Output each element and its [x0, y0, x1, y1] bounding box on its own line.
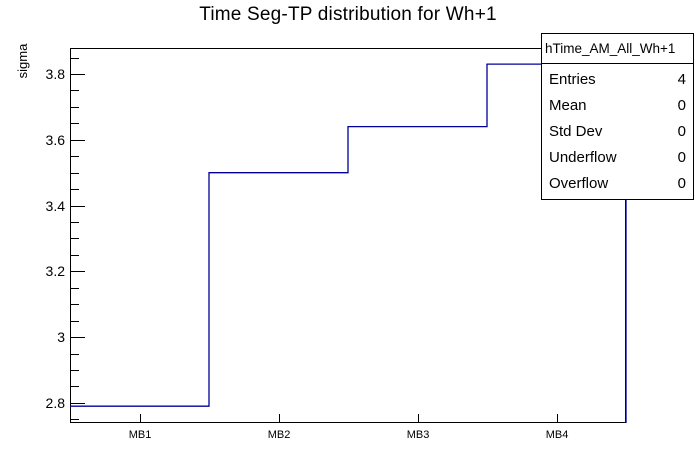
stats-value: 0 [677, 122, 686, 140]
y-minor-tick [71, 288, 79, 289]
y-major-tick [71, 337, 85, 338]
stats-label: Std Dev [549, 122, 603, 140]
stats-label: Entries [549, 70, 596, 88]
stats-row: Entries 4 [542, 71, 693, 88]
y-tick-label: 3.2 [45, 263, 65, 279]
y-minor-tick [71, 189, 79, 190]
stats-label: Mean [549, 96, 587, 114]
y-major-tick [71, 271, 85, 272]
y-tick-label: 2.8 [45, 395, 65, 411]
x-tick-label: MB2 [267, 429, 291, 441]
stats-row: Std Dev 0 [542, 123, 693, 140]
y-minor-tick [71, 321, 79, 322]
y-minor-tick [71, 173, 79, 174]
y-minor-tick [71, 156, 79, 157]
y-minor-tick [71, 222, 79, 223]
stats-row: Mean 0 [542, 97, 693, 114]
y-tick-label: 3.6 [45, 132, 65, 148]
y-tick-label: 3.8 [45, 66, 65, 82]
x-tick [418, 414, 419, 422]
x-tick [140, 414, 141, 422]
stats-rows: Entries 4 Mean 0 Std Dev 0 Underflow 0 O… [542, 64, 693, 199]
y-tick-label: 3.4 [45, 198, 65, 214]
stats-value: 0 [677, 175, 686, 193]
plot-title: Time Seg-TP distribution for Wh+1 [199, 4, 497, 25]
y-major-tick [71, 140, 85, 141]
stats-row: Overflow 0 [542, 175, 693, 192]
y-minor-tick [71, 386, 79, 387]
stats-value: 0 [677, 149, 686, 167]
y-minor-tick [71, 107, 79, 108]
y-axis-label: sigma [15, 43, 30, 79]
stats-box: hTime_AM_All_Wh+1 Entries 4 Mean 0 Std D… [541, 33, 694, 200]
x-tick [557, 414, 558, 422]
stats-label: Overflow [549, 175, 609, 193]
stats-row: Underflow 0 [542, 149, 693, 166]
y-minor-tick [71, 354, 79, 355]
y-major-tick [71, 403, 85, 404]
x-tick-label: MB3 [406, 429, 430, 441]
y-minor-tick [71, 238, 79, 239]
y-minor-tick [71, 304, 79, 305]
x-tick [279, 414, 280, 422]
y-tick-label: 3 [57, 329, 65, 345]
y-minor-tick [71, 370, 79, 371]
y-minor-tick [71, 90, 79, 91]
y-minor-tick [71, 123, 79, 124]
stats-value: 0 [677, 96, 686, 114]
x-tick-label: MB1 [128, 429, 152, 441]
y-minor-tick [71, 255, 79, 256]
y-major-tick [71, 74, 85, 75]
x-tick-label: MB4 [545, 429, 569, 441]
y-major-tick [71, 206, 85, 207]
stats-label: Underflow [549, 149, 617, 167]
y-minor-tick [71, 419, 79, 420]
stats-value: 4 [677, 70, 686, 88]
stats-box-title: hTime_AM_All_Wh+1 [542, 34, 693, 64]
y-minor-tick [71, 58, 79, 59]
